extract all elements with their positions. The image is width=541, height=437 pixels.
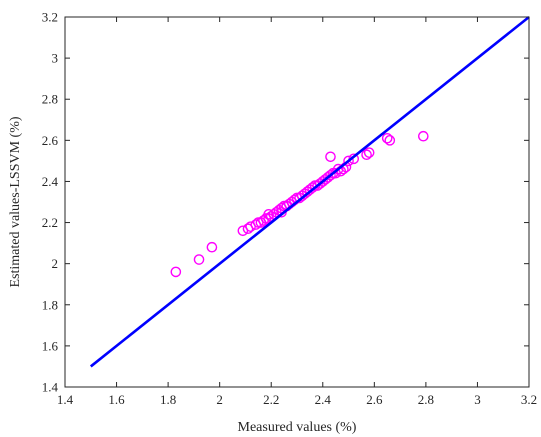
y-tick-label: 1.4 xyxy=(42,380,59,395)
data-point xyxy=(384,135,396,146)
y-tick-label: 2.6 xyxy=(42,133,59,148)
fit-line xyxy=(89,15,530,368)
x-tick-label: 1.4 xyxy=(57,392,74,407)
reference-line xyxy=(89,15,530,368)
y-axis-label: Estimated values-LSSVM (%) xyxy=(8,116,23,287)
axes: 1.4 1.6 1.8 2 2.2 2.4 2.6 2.8 3 3.2 1.4 1.6 1.8 2 2.2 2… xyxy=(42,10,537,408)
data-point xyxy=(332,163,344,175)
data-point xyxy=(363,147,375,158)
x-tick-label: 2 xyxy=(216,392,223,407)
y-tick-label: 1.6 xyxy=(42,338,59,353)
x-tick-label: 3 xyxy=(474,392,481,407)
x-tick-label: 2.4 xyxy=(315,392,332,407)
x-axis-label: Measured values (%) xyxy=(238,420,357,435)
data-point xyxy=(206,241,218,253)
data-point xyxy=(361,149,372,161)
data-point xyxy=(325,151,336,163)
data-point xyxy=(343,155,354,167)
y-tick-label: 3.2 xyxy=(42,10,58,25)
x-tick-label: 2.6 xyxy=(366,392,383,407)
data-point xyxy=(193,254,205,265)
x-tick-label: 2.8 xyxy=(418,392,434,407)
x-tick-label: 3.2 xyxy=(521,392,537,407)
x-tick-label: 2.2 xyxy=(263,392,279,407)
data-point xyxy=(263,209,274,220)
x-tick-label: 1.8 xyxy=(160,392,176,407)
data-point xyxy=(418,130,429,142)
data-point xyxy=(381,132,393,144)
y-tick-label: 2.2 xyxy=(42,215,58,230)
data-point xyxy=(170,266,182,278)
data-point xyxy=(325,169,336,181)
x-tick-label: 1.6 xyxy=(108,392,125,407)
y-tick-label: 2.4 xyxy=(42,174,59,189)
axes-box xyxy=(64,16,530,388)
y-tick-label: 2 xyxy=(52,256,59,271)
y-tick-label: 2.8 xyxy=(42,92,58,107)
y-tick-label: 3 xyxy=(52,51,59,66)
y-tick-label: 1.8 xyxy=(42,297,58,312)
